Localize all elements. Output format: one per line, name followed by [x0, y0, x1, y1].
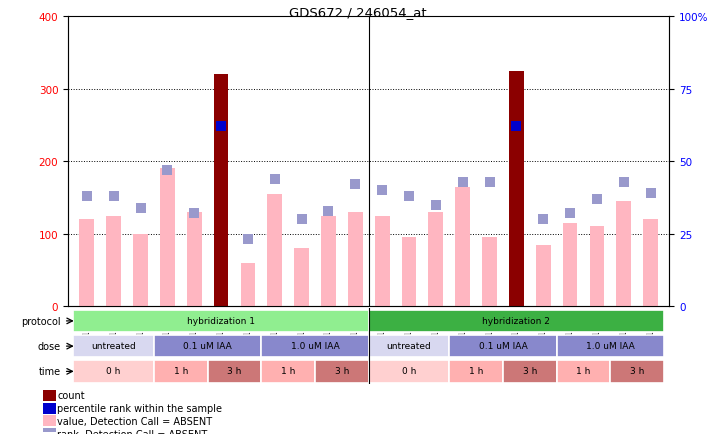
Bar — [133, 234, 148, 306]
Text: 1.0 uM IAA: 1.0 uM IAA — [291, 341, 339, 350]
Point — [430, 202, 442, 209]
Bar — [509, 72, 524, 306]
Text: hybridization 2: hybridization 2 — [483, 316, 551, 325]
Bar — [294, 249, 309, 306]
Text: 3 h: 3 h — [227, 366, 242, 375]
Point — [216, 124, 227, 131]
Bar — [213, 75, 228, 306]
Text: 3 h: 3 h — [630, 366, 644, 375]
Bar — [321, 216, 336, 306]
Text: 1 h: 1 h — [173, 366, 188, 375]
Bar — [482, 238, 497, 306]
Text: 3 h: 3 h — [334, 366, 349, 375]
Text: hybridization 1: hybridization 1 — [187, 316, 255, 325]
Text: rank, Detection Call = ABSENT: rank, Detection Call = ABSENT — [57, 429, 208, 434]
Point — [135, 205, 146, 212]
Point — [269, 176, 281, 183]
Point — [403, 193, 415, 200]
Bar — [374, 216, 390, 306]
Point — [188, 210, 200, 217]
Bar — [563, 224, 578, 306]
Bar — [267, 194, 282, 306]
Text: percentile rank within the sample: percentile rank within the sample — [57, 403, 222, 413]
Point — [564, 210, 576, 217]
Point — [484, 179, 495, 186]
Text: 1 h: 1 h — [576, 366, 591, 375]
Text: untreated: untreated — [387, 341, 431, 350]
Bar — [369, 310, 664, 332]
Point — [349, 181, 361, 188]
Text: count: count — [57, 391, 85, 400]
Text: 0.1 uM IAA: 0.1 uM IAA — [478, 341, 528, 350]
Text: 0.1 uM IAA: 0.1 uM IAA — [183, 341, 232, 350]
Point — [242, 237, 253, 243]
Point — [618, 179, 629, 186]
Point — [377, 187, 388, 194]
Bar — [43, 403, 56, 414]
Bar — [536, 245, 551, 306]
Bar — [43, 415, 56, 426]
Bar — [154, 360, 208, 383]
Text: 0 h: 0 h — [107, 366, 121, 375]
Bar — [589, 227, 604, 306]
Bar — [616, 202, 632, 306]
Text: 1.0 uM IAA: 1.0 uM IAA — [586, 341, 635, 350]
Bar — [428, 213, 443, 306]
Point — [162, 167, 173, 174]
Point — [511, 124, 522, 131]
Bar — [557, 335, 664, 358]
Bar — [611, 360, 664, 383]
Bar — [160, 169, 175, 306]
Bar — [503, 360, 557, 383]
Text: protocol: protocol — [21, 316, 61, 326]
Text: value, Detection Call = ABSENT: value, Detection Call = ABSENT — [57, 416, 213, 426]
Point — [81, 193, 92, 200]
Point — [323, 207, 334, 214]
Bar — [79, 220, 95, 306]
Bar — [187, 213, 202, 306]
Bar — [643, 220, 658, 306]
Bar — [315, 360, 369, 383]
Text: 1 h: 1 h — [469, 366, 483, 375]
Text: untreated: untreated — [92, 341, 136, 350]
Point — [108, 193, 120, 200]
Bar — [43, 428, 56, 434]
Bar — [208, 360, 261, 383]
Bar — [68, 306, 669, 350]
Bar — [450, 360, 503, 383]
Bar — [369, 360, 450, 383]
Text: 0 h: 0 h — [402, 366, 416, 375]
Text: 1 h: 1 h — [281, 366, 296, 375]
Text: dose: dose — [38, 342, 61, 351]
Text: time: time — [39, 367, 61, 376]
Bar — [557, 360, 611, 383]
Text: 3 h: 3 h — [523, 366, 537, 375]
Bar — [455, 187, 470, 306]
Point — [296, 216, 307, 223]
Bar — [74, 360, 154, 383]
Bar — [154, 335, 261, 358]
Bar — [43, 390, 56, 401]
Bar — [261, 335, 369, 358]
Bar — [348, 213, 363, 306]
Bar — [74, 335, 154, 358]
Bar — [369, 335, 450, 358]
Point — [591, 196, 603, 203]
Bar — [402, 238, 417, 306]
Bar — [450, 335, 557, 358]
Point — [538, 216, 549, 223]
Bar — [74, 310, 369, 332]
Bar — [106, 216, 121, 306]
Text: GDS672 / 246054_at: GDS672 / 246054_at — [289, 7, 427, 20]
Point — [645, 190, 657, 197]
Bar — [241, 263, 256, 306]
Bar — [261, 360, 315, 383]
Point — [457, 179, 468, 186]
